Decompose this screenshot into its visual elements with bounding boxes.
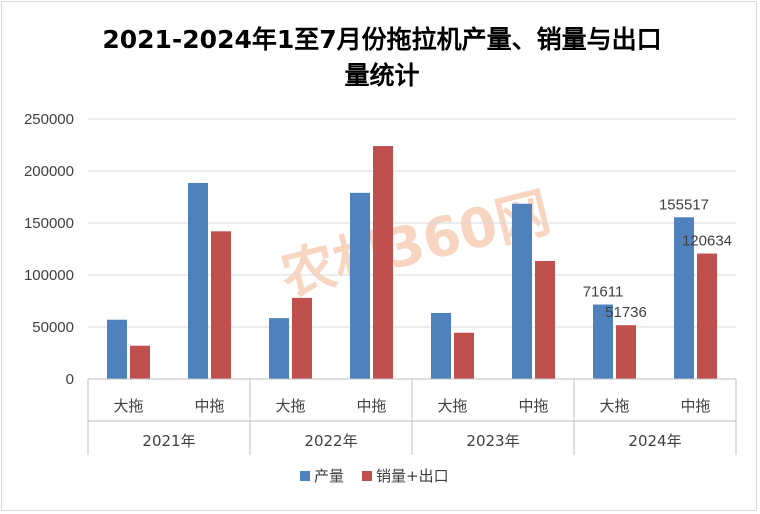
bar-sales-export (616, 325, 636, 379)
bar-production (431, 312, 451, 379)
bar-production (107, 319, 127, 379)
bar-production (512, 203, 532, 379)
bar-sales-export (697, 253, 717, 379)
chart-title: 2021-2024年1至7月份拖拉机产量、销量与出口 量统计 (62, 22, 702, 94)
legend-swatch (300, 471, 310, 481)
data-label: 51736 (605, 304, 647, 321)
x-category-label: 大拖 (113, 397, 143, 415)
bar-sales-export (373, 146, 393, 379)
bar-production (269, 318, 289, 379)
x-group-label: 2021年 (142, 432, 195, 450)
x-category-label: 中拖 (356, 397, 386, 415)
legend-swatch (362, 471, 372, 481)
y-tick-label: 150000 (24, 215, 74, 232)
bar-production (593, 304, 613, 379)
x-category-label: 中拖 (680, 397, 710, 415)
data-label: 155517 (659, 196, 709, 213)
x-category-label: 大拖 (437, 397, 467, 415)
bar-sales-export (292, 297, 312, 379)
x-group-label: 2024年 (628, 432, 681, 450)
legend-label: 产量 (314, 467, 344, 485)
data-label: 120634 (682, 233, 732, 250)
bar-sales-export (454, 332, 474, 379)
bar-sales-export (130, 345, 150, 379)
x-category-label: 大拖 (599, 397, 629, 415)
data-label: 71611 (583, 284, 624, 301)
legend-label: 销量+出口 (376, 467, 449, 485)
x-category-label: 大拖 (275, 397, 305, 415)
y-tick-label: 250000 (24, 111, 74, 128)
bar-sales-export (535, 260, 555, 379)
bar-production (674, 217, 694, 379)
y-tick-label: 100000 (24, 267, 74, 284)
chart-title-line-2: 量统计 (344, 61, 420, 90)
bar-production (350, 192, 370, 379)
bar-production (188, 182, 208, 379)
bar-sales-export (211, 231, 231, 379)
x-group-label: 2022年 (304, 432, 357, 450)
x-group-label: 2023年 (466, 432, 519, 450)
x-category-label: 中拖 (194, 397, 224, 415)
y-tick-label: 50000 (32, 319, 74, 336)
y-tick-label: 200000 (24, 163, 74, 180)
chart-title-line-1: 2021-2024年1至7月份拖拉机产量、销量与出口 (102, 25, 662, 54)
x-category-label: 中拖 (518, 397, 548, 415)
y-tick-label: 0 (66, 371, 74, 388)
